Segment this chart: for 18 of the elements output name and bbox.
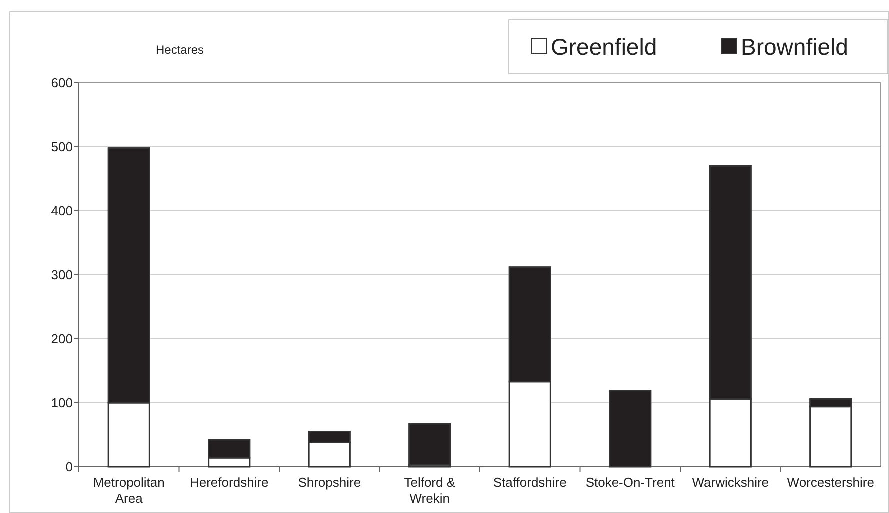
legend-label: Brownfield xyxy=(741,34,848,60)
x-tick-label: Staffordshire xyxy=(493,475,567,490)
y-tick-label: 200 xyxy=(51,332,73,347)
y-tick-label: 300 xyxy=(51,268,73,283)
x-tick-label: Herefordshire xyxy=(190,475,269,490)
x-tick-label: Stoke-On-Trent xyxy=(586,475,676,490)
y-tick-label: 400 xyxy=(51,204,73,219)
y-tick-label: 0 xyxy=(66,460,73,475)
x-tick-label: Worcestershire xyxy=(787,475,874,490)
y-tick-label: 600 xyxy=(51,76,73,91)
y-tick-label: 500 xyxy=(51,140,73,155)
x-tick-label: Metropolitan Area xyxy=(93,475,165,506)
legend-label: Greenfield xyxy=(551,34,658,60)
x-tick-label: Shropshire xyxy=(298,475,362,490)
x-tick-label: Telford & Wrekin xyxy=(404,475,456,506)
x-tick-label: Warwickshire xyxy=(692,475,770,490)
y-axis-title: Hectares xyxy=(156,43,204,57)
y-tick-label: 100 xyxy=(51,396,73,411)
